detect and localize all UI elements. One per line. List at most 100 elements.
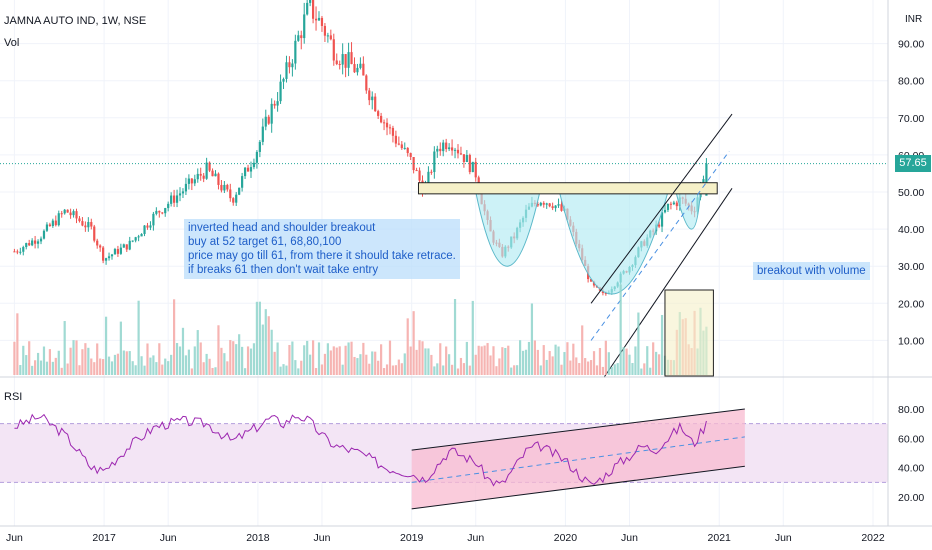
candle-body	[288, 62, 291, 68]
volume-bar	[119, 321, 122, 375]
volume-bar	[220, 347, 223, 375]
volume-bar	[536, 349, 539, 375]
volume-bar	[548, 351, 551, 375]
candle-body	[66, 209, 69, 213]
candle-body	[536, 204, 539, 206]
volume-bar	[311, 340, 315, 375]
candle-body	[48, 224, 51, 227]
candle-body	[178, 193, 182, 196]
volume-bar	[480, 346, 483, 375]
volume-bar	[578, 363, 581, 375]
volume-bar	[172, 299, 176, 375]
volume-bar	[282, 364, 285, 375]
candle-body	[382, 122, 386, 124]
candle-body	[84, 225, 87, 228]
volume-bar	[394, 365, 397, 375]
price-tick-label: 30.00	[898, 261, 924, 273]
volume-bar	[388, 340, 392, 375]
candle-body	[347, 52, 350, 68]
candle-body	[128, 240, 131, 250]
candle-body	[69, 212, 72, 216]
volume-bar	[657, 354, 661, 375]
volume-bar	[294, 360, 297, 375]
candle-body	[220, 184, 223, 191]
price-tick-label: 80.00	[898, 76, 924, 88]
candle-body	[282, 78, 285, 82]
head-shape	[558, 191, 669, 295]
volume-bar	[31, 365, 34, 375]
volume-bar	[199, 342, 202, 375]
candle-body	[669, 203, 673, 205]
resistance-zone	[417, 182, 718, 195]
chart-title[interactable]: JAMNA AUTO IND, 1W, NSE	[4, 15, 147, 27]
volume-bar	[607, 352, 610, 375]
volume-bar	[368, 363, 371, 375]
candle-body	[406, 147, 409, 154]
candle-body	[45, 224, 49, 231]
volume-bar	[187, 349, 190, 375]
volume-bar	[445, 346, 448, 375]
volume-bar	[344, 345, 347, 375]
candle-body	[285, 62, 288, 79]
candle-body	[152, 213, 155, 226]
volume-bar	[382, 368, 386, 375]
candle-body	[297, 35, 300, 41]
candle-body	[81, 221, 84, 226]
volume-bar	[527, 341, 531, 375]
volume-bar	[483, 345, 486, 375]
rsi-label[interactable]: RSI	[4, 391, 23, 403]
volume-bar	[631, 363, 634, 375]
candle-body	[705, 163, 708, 196]
volume-bar	[421, 341, 424, 375]
volume-bar	[518, 340, 522, 375]
volume-bar	[563, 352, 566, 375]
candle-body	[353, 64, 356, 73]
volume-bar	[450, 364, 454, 375]
volume-bar	[377, 360, 380, 375]
candle-body	[374, 96, 377, 112]
volume-bar	[350, 341, 353, 375]
candle-body	[362, 63, 365, 76]
volume-bar	[51, 361, 54, 375]
volume-bar	[181, 327, 185, 375]
volume-bar	[202, 362, 205, 375]
annotation-note[interactable]: inverted head and shoulder breakout buy …	[184, 219, 460, 279]
candle-body	[175, 195, 179, 203]
candle-body	[415, 170, 418, 172]
candle-body	[235, 194, 238, 203]
candle-body	[548, 203, 551, 207]
volume-bar	[592, 351, 596, 375]
volume-bar	[356, 358, 359, 375]
price-pane	[0, 0, 888, 378]
volume-bar	[507, 345, 510, 375]
candle-body	[456, 149, 460, 154]
candle-body	[119, 247, 122, 254]
volume-bar	[125, 351, 128, 375]
volume-label[interactable]: Vol	[4, 37, 20, 49]
candle-body	[589, 279, 593, 282]
candle-body	[539, 202, 542, 206]
channel-mid-line	[590, 150, 730, 341]
volume-bar	[102, 359, 105, 375]
volume-annotation[interactable]: breakout with volume	[753, 262, 870, 280]
candle-body	[42, 230, 46, 239]
candle-body	[326, 35, 329, 37]
candle-body	[270, 103, 273, 124]
volume-bar	[264, 309, 267, 375]
volume-bar	[326, 343, 329, 375]
candle-body	[560, 204, 563, 211]
candle-body	[63, 209, 66, 214]
candle-body	[403, 147, 406, 149]
volume-bar	[19, 365, 22, 375]
candle-body	[450, 147, 454, 151]
volume-bar	[453, 299, 457, 375]
candle-body	[276, 101, 279, 106]
volume-bar	[427, 348, 430, 375]
volume-bar	[385, 364, 389, 375]
volume-bar	[140, 356, 143, 375]
time-tick-label: 2019	[400, 532, 424, 544]
candle-body	[368, 90, 371, 101]
volume-bar	[655, 351, 658, 375]
left-shoulder-shape	[475, 191, 541, 267]
candle-body	[57, 213, 60, 226]
